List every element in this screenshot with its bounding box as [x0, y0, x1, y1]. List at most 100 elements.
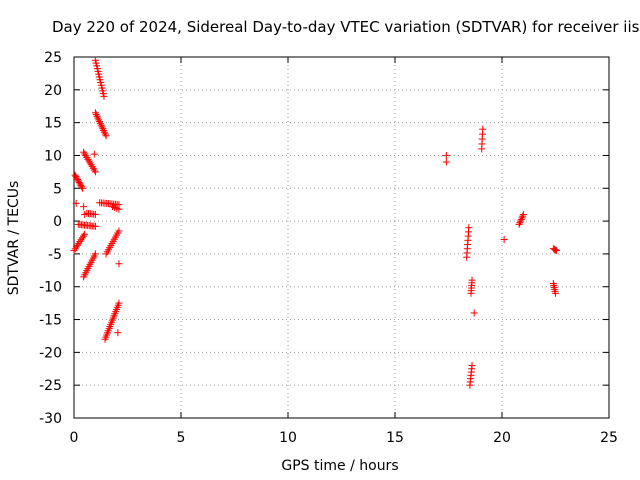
data-point	[80, 148, 88, 156]
data-point	[90, 150, 98, 158]
y-tick-label: 0	[53, 214, 62, 230]
data-point	[89, 164, 97, 172]
data-point	[552, 246, 559, 254]
data-point	[517, 217, 525, 225]
data-point	[72, 173, 80, 181]
y-tick-label: -5	[48, 247, 62, 263]
data-point	[515, 220, 523, 228]
data-point	[466, 381, 474, 389]
data-point	[79, 184, 87, 192]
data-point	[75, 239, 83, 247]
chart-title: Day 220 of 2024, Sidereal Day-to-day VTE…	[52, 18, 640, 36]
x-tick-label: 25	[600, 430, 618, 446]
grid-lines	[74, 57, 609, 418]
data-point	[78, 183, 86, 191]
data-point	[76, 180, 84, 188]
y-tick-label: -10	[39, 280, 62, 296]
y-tick-label: -15	[39, 313, 62, 329]
data-point	[76, 238, 84, 246]
data-point	[500, 235, 508, 243]
data-point	[115, 260, 123, 268]
data-point	[91, 109, 99, 117]
data-point	[80, 232, 88, 240]
data-point	[552, 289, 559, 297]
plot-frame	[73, 56, 610, 419]
x-tick-label: 20	[493, 430, 511, 446]
data-point	[88, 162, 96, 170]
y-axis-label: SDTVAR / TECUs	[6, 181, 22, 296]
data-point	[94, 114, 102, 122]
data-point	[85, 157, 93, 165]
data-point	[77, 181, 85, 189]
data-point	[87, 161, 95, 169]
data-point	[86, 159, 94, 167]
data-points	[70, 56, 561, 389]
data-point	[95, 116, 103, 124]
y-tick-label: -25	[39, 378, 62, 394]
x-axis-ticks: 0 5 10 15 20 25	[70, 57, 618, 446]
data-point	[81, 211, 89, 219]
data-point	[84, 155, 92, 163]
data-point	[102, 132, 110, 140]
y-tick-label: 15	[44, 116, 62, 132]
y-tick-label: 5	[53, 181, 62, 197]
x-tick-label: 10	[279, 430, 297, 446]
data-point	[83, 154, 91, 162]
data-point	[478, 145, 486, 153]
data-point	[90, 166, 98, 174]
y-tick-label: 25	[44, 50, 62, 66]
data-point	[82, 152, 90, 160]
data-point	[517, 215, 525, 223]
y-tick-label: -20	[39, 345, 62, 361]
data-point	[91, 211, 99, 219]
data-point	[73, 174, 81, 182]
data-point	[519, 211, 527, 219]
data-point	[96, 118, 104, 126]
data-point	[81, 230, 89, 238]
data-point	[92, 111, 100, 119]
data-point	[442, 158, 450, 166]
data-point	[100, 126, 108, 134]
data-point	[100, 92, 108, 100]
data-point	[518, 214, 526, 222]
data-point	[115, 227, 123, 235]
data-point	[91, 168, 99, 176]
data-point	[91, 250, 99, 258]
data-point	[93, 112, 101, 120]
data-point	[71, 171, 79, 179]
data-point	[81, 150, 89, 158]
data-point	[553, 247, 561, 255]
x-tick-label: 5	[177, 430, 186, 446]
data-point	[74, 241, 82, 249]
data-point	[100, 128, 108, 136]
data-point	[115, 299, 123, 307]
y-tick-label: 10	[44, 148, 62, 164]
data-point	[98, 123, 106, 131]
data-point	[96, 119, 104, 127]
data-point	[101, 130, 109, 138]
data-point	[77, 236, 85, 244]
data-point	[74, 177, 82, 185]
x-tick-label: 0	[70, 430, 79, 446]
data-point	[97, 121, 105, 129]
data-point	[74, 176, 82, 184]
data-point	[80, 203, 88, 211]
data-point	[99, 125, 107, 133]
y-axis-ticks: -30 -25 -20 -15 -10 -5 0 5 10 15 20 25	[39, 50, 609, 427]
data-point	[75, 178, 83, 186]
data-point	[70, 247, 78, 255]
data-point	[467, 289, 475, 297]
y-tick-label: 20	[44, 83, 62, 99]
data-point	[516, 219, 524, 227]
data-point	[114, 329, 122, 337]
data-point	[115, 205, 123, 213]
data-point	[470, 309, 478, 317]
x-tick-label: 15	[386, 430, 404, 446]
data-point	[519, 212, 527, 220]
data-point	[71, 245, 79, 253]
x-axis-label: GPS time / hours	[281, 458, 398, 474]
data-point	[72, 199, 80, 207]
data-point	[78, 234, 86, 242]
data-point	[91, 222, 99, 230]
